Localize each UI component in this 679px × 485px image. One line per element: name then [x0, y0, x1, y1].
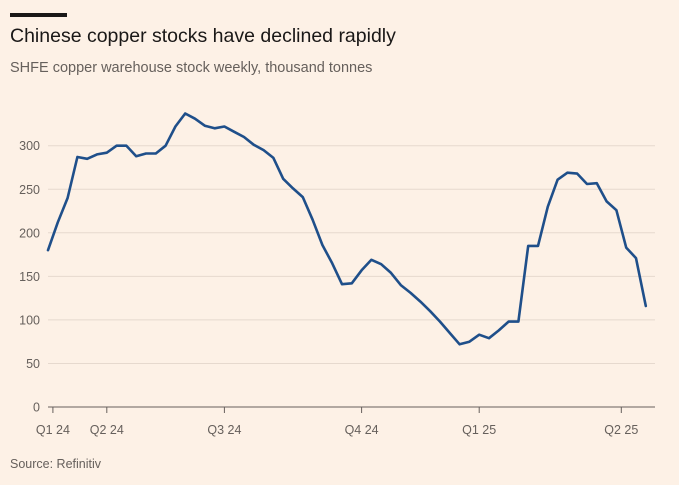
grid: [48, 145, 655, 364]
y-tick-label-250: 250: [19, 183, 40, 197]
y-tick-label-50: 50: [26, 357, 40, 371]
y-tick-label-100: 100: [19, 313, 40, 327]
x-tick-label-2: Q3 24: [207, 423, 241, 437]
x-axis: Q1 24 Q2 24 Q3 24 Q4 24 Q1 25 Q2 25: [36, 406, 655, 437]
source-note: Source: Refinitiv: [10, 457, 102, 471]
x-tick-label-3: Q4 24: [345, 423, 379, 437]
series-group: [46, 112, 648, 346]
chart-title: Chinese copper stocks have declined rapi…: [10, 25, 396, 47]
y-tick-label-0: 0: [33, 401, 40, 415]
y-tick-label-200: 200: [19, 226, 40, 240]
y-tick-label-300: 300: [19, 139, 40, 153]
x-tick-label-5: Q2 25: [604, 423, 638, 437]
y-tick-label-150: 150: [19, 270, 40, 284]
brand-bar: [10, 13, 67, 17]
x-tick-label-0: Q1 24: [36, 423, 70, 437]
y-axis: 0 50 100 150 200 250 300: [19, 139, 40, 414]
x-tick-label-1: Q2 24: [90, 423, 124, 437]
x-tick-label-4: Q1 25: [462, 423, 496, 437]
series-line-0: [46, 112, 648, 346]
chart-subtitle: SHFE copper warehouse stock weekly, thou…: [10, 60, 373, 76]
